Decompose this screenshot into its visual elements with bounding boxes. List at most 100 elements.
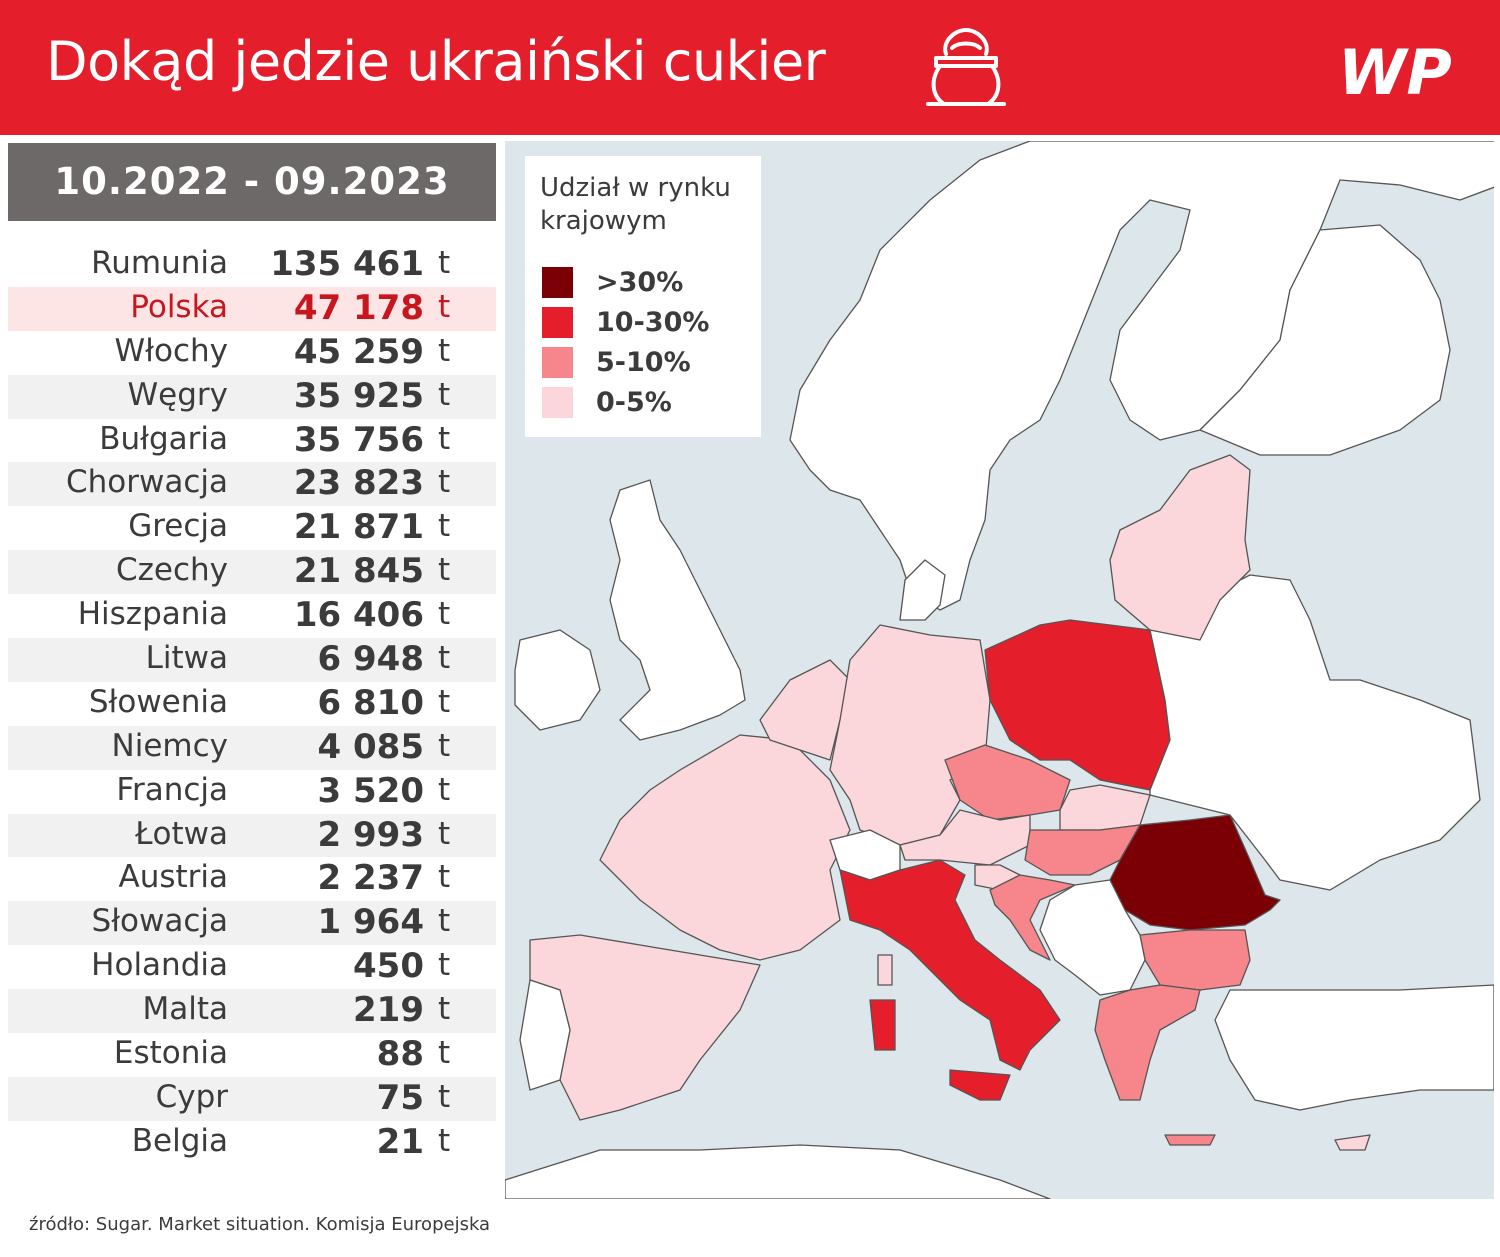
unit-label: t	[438, 815, 451, 852]
export-volume: 75	[376, 1077, 424, 1118]
region-ukraine-belarus	[1149, 574, 1481, 891]
export-volume: 2 237	[317, 858, 424, 899]
region-slovakia	[1059, 784, 1151, 831]
country-name: Francja	[116, 771, 228, 808]
unit-label: t	[438, 596, 451, 633]
legend-swatch	[542, 267, 573, 298]
ranking-row: Rumunia 135 461 t	[8, 243, 496, 287]
legend-label: >30%	[596, 267, 684, 298]
country-name: Słowacja	[91, 903, 228, 940]
region-romania	[1109, 814, 1281, 931]
export-volume: 2 993	[317, 814, 424, 855]
unit-label: t	[438, 552, 451, 589]
ranking-row: Słowenia 6 810 t	[8, 682, 496, 726]
legend-swatch	[542, 347, 573, 378]
export-volume: 35 925	[293, 375, 424, 416]
country-name: Węgry	[127, 376, 229, 413]
country-name: Cypr	[155, 1078, 228, 1115]
ranking-row: Estonia 88 t	[8, 1033, 496, 1077]
page-title: Dokąd jedzie ukraiński cukier	[46, 30, 826, 93]
export-volume: 3 520	[317, 770, 424, 811]
export-volume: 16 406	[293, 595, 424, 636]
country-name: Belgia	[131, 1122, 228, 1159]
ranking-row: Łotwa 2 993 t	[8, 813, 496, 858]
region-croatia	[989, 874, 1076, 961]
legend-label: 10-30%	[596, 307, 710, 338]
region-sardinia	[869, 999, 896, 1051]
region-western-balkans	[1039, 879, 1146, 996]
country-ranking-list: Rumunia 135 461 t Polska 47 178 t Włochy 45 259…	[8, 243, 496, 1165]
region-greece	[1094, 984, 1201, 1101]
ranking-row: Chorwacja 23 823 t	[8, 462, 496, 507]
unit-label: t	[438, 1078, 451, 1115]
ranking-row: Belgia 21 t	[8, 1121, 496, 1165]
country-name: Polska	[130, 288, 228, 325]
legend-title: Udział w rynku krajowym	[540, 173, 731, 236]
period-label: 10.2022 - 09.2023	[8, 143, 496, 221]
country-name: Czechy	[115, 552, 228, 589]
ranking-row: Malta 219 t	[8, 989, 496, 1034]
unit-label: t	[438, 903, 451, 940]
export-volume: 88	[376, 1034, 424, 1075]
region-denmark	[899, 559, 946, 621]
ranking-row: Holandia 450 t	[8, 945, 496, 989]
country-name: Włochy	[114, 332, 228, 369]
unit-label: t	[438, 727, 451, 764]
ranking-row: Niemcy 4 085 t	[8, 725, 496, 770]
region-france	[599, 734, 851, 961]
ranking-row: Czechy 21 845 t	[8, 550, 496, 595]
region-corsica	[877, 954, 893, 986]
ranking-row: Bułgaria 35 756 t	[8, 419, 496, 463]
country-name: Estonia	[113, 1035, 228, 1072]
export-volume: 4 085	[317, 726, 424, 767]
unit-label: t	[438, 991, 451, 1028]
legend-label: 5-10%	[596, 347, 691, 378]
country-name: Holandia	[91, 947, 228, 984]
wp-logo-text: WP	[1338, 36, 1452, 106]
export-volume: 21 871	[293, 507, 424, 548]
export-volume: 35 756	[293, 419, 424, 460]
wp-logo: WP	[1338, 36, 1452, 106]
export-volume: 450	[353, 946, 424, 987]
legend-swatch	[542, 387, 573, 418]
ranking-row: Francja 3 520 t	[8, 770, 496, 814]
region-ireland	[514, 629, 601, 731]
legend-swatch	[542, 307, 573, 338]
ranking-row: Cypr 75 t	[8, 1076, 496, 1121]
unit-label: t	[438, 859, 451, 896]
region-cyprus	[1334, 1134, 1371, 1151]
unit-label: t	[438, 376, 451, 413]
region-portugal	[519, 979, 571, 1091]
region-crete	[1164, 1134, 1216, 1146]
export-volume: 1 964	[317, 902, 424, 943]
map-legend: Udział w rynku krajowym >30% 10-30% 5-10…	[525, 156, 761, 437]
country-name: Łotwa	[135, 815, 228, 852]
region-italy	[839, 859, 1061, 1071]
sugar-sack-icon	[926, 28, 1006, 106]
export-volume: 135 461	[270, 244, 424, 284]
country-name: Słowenia	[88, 683, 228, 720]
region-uk	[609, 479, 746, 741]
legend-label: 0-5%	[596, 387, 672, 418]
ranking-row: Włochy 45 259 t	[8, 331, 496, 375]
region-scandinavia	[789, 141, 1494, 611]
country-name: Niemcy	[111, 727, 228, 764]
region-finland	[1199, 224, 1451, 456]
export-volume: 21	[376, 1121, 424, 1162]
export-volume: 47 178	[293, 287, 424, 328]
country-name: Grecja	[128, 508, 228, 545]
unit-label: t	[438, 420, 451, 457]
ranking-row: Litwa 6 948 t	[8, 638, 496, 682]
region-sicily	[949, 1069, 1011, 1101]
unit-label: t	[438, 288, 451, 325]
ranking-row: Słowacja 1 964 t	[8, 901, 496, 946]
region-north-africa	[505, 1144, 1051, 1199]
header-bar: Dokąd jedzie ukraiński cukier WP	[0, 0, 1500, 135]
region-benelux	[759, 659, 851, 761]
unit-label: t	[438, 464, 451, 501]
country-name: Austria	[118, 859, 228, 896]
export-volume: 6 948	[317, 639, 424, 680]
export-volume: 21 845	[293, 551, 424, 592]
export-volume: 45 259	[293, 331, 424, 372]
country-name: Chorwacja	[65, 464, 228, 501]
